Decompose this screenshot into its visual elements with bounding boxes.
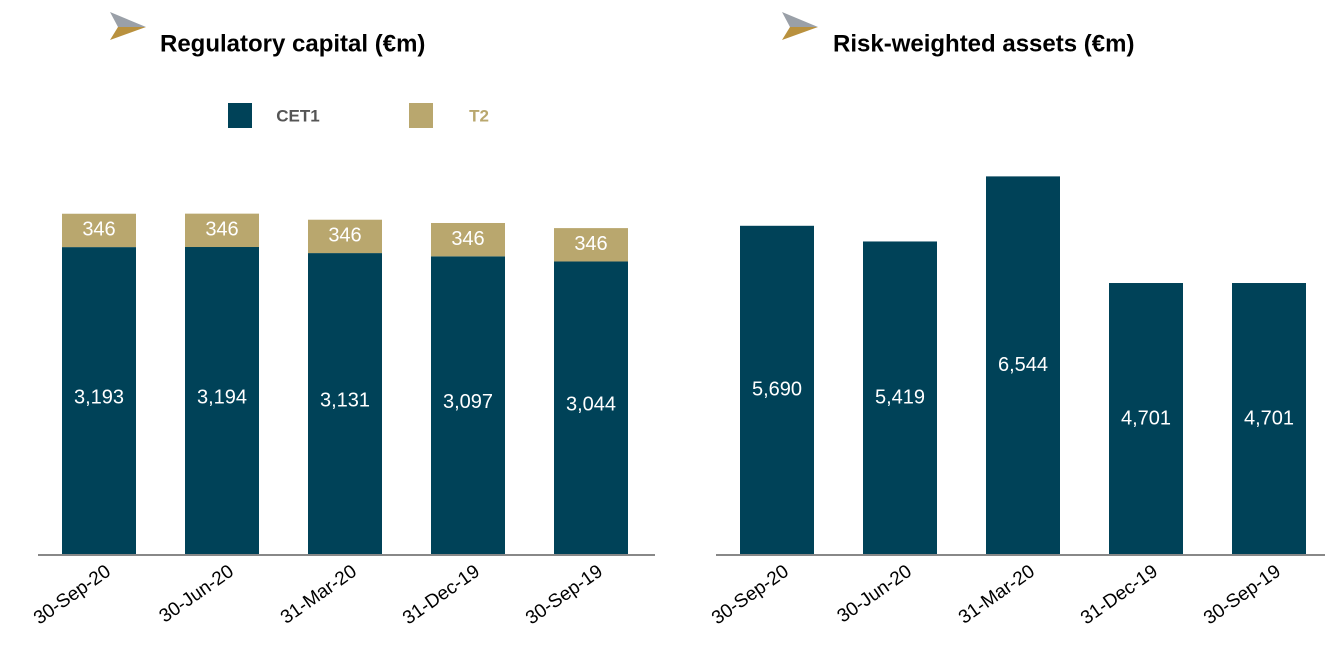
x-tick-label: 30-Sep-20 <box>708 561 793 629</box>
data-label: 346 <box>205 219 238 241</box>
bar <box>308 219 382 254</box>
bar <box>554 228 628 262</box>
legend-swatch <box>228 103 252 128</box>
bar <box>308 253 382 555</box>
bar <box>554 261 628 555</box>
bar <box>431 256 505 555</box>
data-label: 346 <box>574 233 607 255</box>
data-label: 3,193 <box>74 386 124 408</box>
x-tick-label: 30-Jun-20 <box>834 561 916 627</box>
chart-title: Risk-weighted assets (€m) <box>833 30 1134 57</box>
data-label: 346 <box>82 219 115 241</box>
x-tick-label: 31-Dec-19 <box>1077 561 1162 629</box>
x-tick-label: 31-Mar-20 <box>277 561 361 628</box>
legend-swatch <box>409 103 433 128</box>
data-label: 3,044 <box>566 394 616 416</box>
x-tick-label: 30-Jun-20 <box>156 561 238 627</box>
data-label: 5,419 <box>875 387 925 409</box>
data-label: 4,701 <box>1121 407 1171 429</box>
x-tick-label: 31-Mar-20 <box>955 561 1039 628</box>
x-tick-label: 30-Sep-19 <box>1200 561 1285 629</box>
chart-title: Regulatory capital (€m) <box>160 30 425 57</box>
x-tick-label: 30-Sep-20 <box>30 561 115 629</box>
x-tick-label: 31-Dec-19 <box>399 561 484 629</box>
title-icon <box>782 12 818 40</box>
bar <box>1109 283 1183 555</box>
title-icon <box>110 12 146 40</box>
bar <box>185 247 259 555</box>
x-tick-label: 30-Sep-19 <box>522 561 607 629</box>
bar <box>62 213 136 248</box>
data-label: 6,544 <box>998 354 1048 376</box>
data-label: 346 <box>328 225 361 247</box>
data-label: 3,131 <box>320 389 370 411</box>
data-label: 3,097 <box>443 391 493 413</box>
data-label: 4,701 <box>1244 407 1294 429</box>
bar <box>431 222 505 257</box>
bar <box>185 213 259 248</box>
data-label: 3,194 <box>197 386 247 408</box>
bar <box>863 241 937 555</box>
data-label: 5,690 <box>752 379 802 401</box>
bar <box>986 176 1060 555</box>
data-label: 346 <box>451 228 484 250</box>
bar <box>62 247 136 555</box>
bar <box>740 225 814 556</box>
bar <box>1232 283 1306 555</box>
legend-label: CET1 <box>276 106 319 125</box>
legend-label: T2 <box>469 106 489 125</box>
